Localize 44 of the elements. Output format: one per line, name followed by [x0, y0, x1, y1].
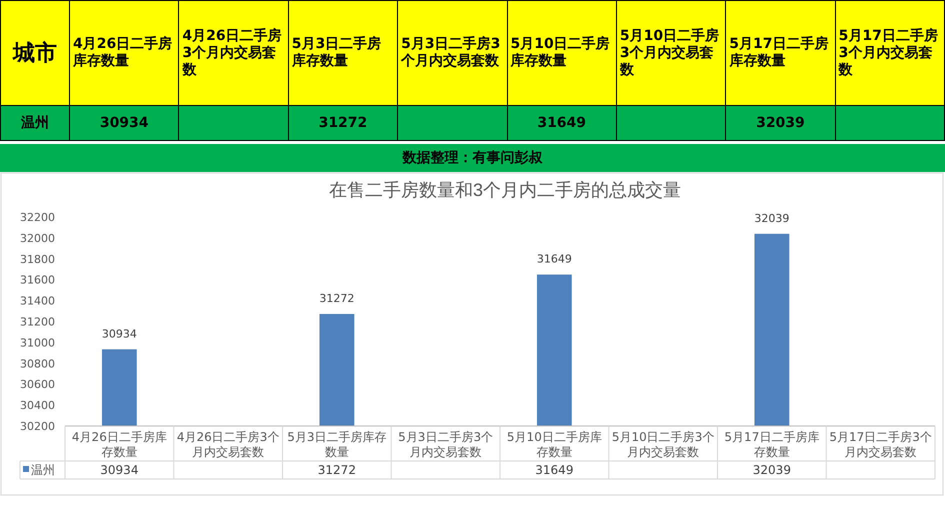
x-tick-label: 5月17日二手房3个月内交易套数	[829, 430, 932, 459]
x-tick-label: 5月3日二手房3个月内交易套数	[398, 0, 507, 106]
x-tick-label: 5月3日二手房3个月内交易套数	[398, 430, 494, 459]
y-tick-label: 31000	[20, 336, 55, 350]
x-tick-label: 4月26日二手房库存数量	[70, 0, 179, 106]
x-tick-label: 5月10日二手房库存数量	[506, 430, 602, 459]
y-tick-label: 30600	[20, 378, 55, 392]
data-label: 31272	[288, 106, 398, 140]
x-tick-label: 4月26日二手房3个月内交易套数	[176, 430, 280, 459]
x-tick-label: 5月10日二手房3个月内交易套数	[612, 430, 714, 459]
x-tick-label: 5月17日二手房库存数量	[726, 0, 836, 106]
x-tick-label: 4月26日二手房3个月内交易套数	[178, 0, 288, 106]
x-tick-label: 5月3日二手房库存数量	[287, 430, 387, 459]
x-tick-label: 5月10日二手房3个月内交易套数	[616, 0, 726, 106]
data-label: 30934	[100, 463, 138, 477]
y-tick-label: 31600	[20, 274, 55, 287]
data-label: 30934	[70, 106, 179, 140]
x-tick-label: 4月26日二手房库存数量	[72, 430, 167, 459]
annotation: 31272	[319, 292, 354, 305]
data-label: 31272	[318, 463, 356, 477]
x-tick-label: 5月17日二手房3个月内交易套数	[835, 0, 944, 106]
annotation: 数据整理：有事问彭叔	[402, 150, 542, 166]
y-tick-label: 30400	[20, 399, 55, 412]
data-label: 32039	[726, 106, 836, 140]
y-tick-label: 温州	[0, 106, 70, 140]
data-label: 31649	[535, 463, 574, 477]
y-tick-label: 30200	[20, 420, 55, 433]
chart-title: 在售二手房数量和3个月内二手房的总成交量	[328, 180, 682, 200]
y-tick-label: 32000	[20, 232, 55, 245]
y-tick-label: 31400	[20, 294, 55, 308]
y-tick-label: 31800	[20, 252, 55, 266]
picture-note-strip: 数据整理：有事问彭叔	[0, 144, 945, 172]
x-tick-label: 5月10日二手房库存数量	[507, 0, 616, 106]
y-tick-label: 31200	[20, 316, 55, 328]
y-tick-label: 32200	[20, 211, 55, 224]
y-axis-title: 城市	[0, 0, 70, 106]
x-tick-label: 5月17日二手房库存数量	[724, 430, 820, 459]
data-label: 32039	[752, 463, 791, 477]
x-tick-label: 5月3日二手房库存数量	[288, 0, 398, 106]
annotation: 30934	[102, 327, 137, 340]
data-label: 31649	[507, 106, 616, 140]
y-tick-label: 30800	[20, 357, 55, 370]
annotation: 31649	[536, 252, 572, 266]
annotation: 32039	[754, 212, 790, 225]
